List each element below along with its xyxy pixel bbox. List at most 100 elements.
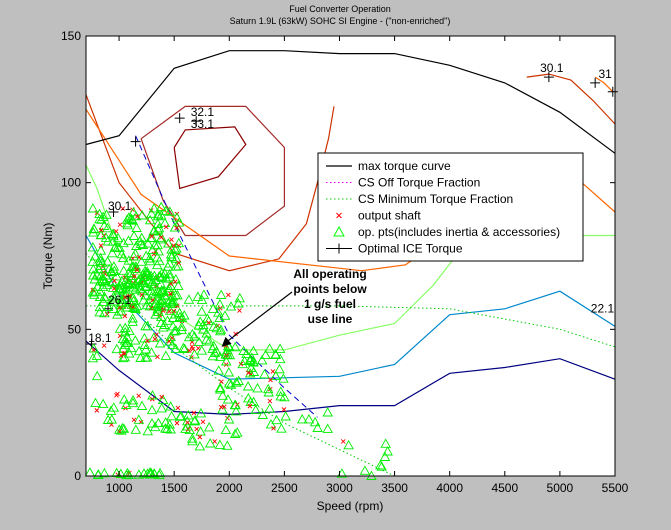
operating-point-marker <box>150 309 161 319</box>
operating-point-marker <box>136 256 147 266</box>
operating-point-marker <box>260 349 271 360</box>
operating-point-marker <box>141 299 153 310</box>
operating-point-marker <box>149 421 161 432</box>
operating-point-marker <box>133 345 145 356</box>
operating-point-marker <box>133 414 145 424</box>
operating-point-marker <box>123 212 135 222</box>
operating-point-marker <box>204 438 216 448</box>
operating-point-marker <box>379 451 391 461</box>
y-tick-label: 150 <box>61 29 81 43</box>
operating-point-marker <box>144 253 155 263</box>
output-shaft-marker <box>122 294 128 300</box>
operating-point-marker <box>99 467 110 478</box>
operating-point-marker <box>94 208 105 219</box>
operating-point-marker <box>280 411 291 421</box>
operating-point-marker <box>94 286 106 296</box>
operating-point-marker <box>102 301 114 311</box>
output-shaft-marker <box>267 398 273 404</box>
operating-point-marker <box>102 222 113 233</box>
operating-point-marker <box>221 346 232 357</box>
annotation-line: points below <box>293 282 367 296</box>
operating-point-marker <box>211 346 222 356</box>
operating-point-marker <box>168 295 179 306</box>
output-shaft-marker <box>120 206 126 211</box>
operating-point-marker <box>106 266 118 277</box>
operating-point-marker <box>271 414 282 425</box>
operating-point-marker <box>139 269 151 280</box>
output-shaft-marker <box>189 344 195 349</box>
operating-point-marker <box>156 286 167 297</box>
operating-point-marker <box>89 286 101 296</box>
operating-point-marker <box>121 469 132 480</box>
legend-box <box>317 152 584 262</box>
operating-point-marker <box>160 273 172 283</box>
output-shaft-marker <box>127 293 132 299</box>
operating-point-marker <box>243 392 254 403</box>
operating-point-marker <box>147 244 158 255</box>
y-tick-label: 0 <box>74 469 81 483</box>
output-shaft-marker <box>145 338 150 344</box>
output-shaft-marker <box>200 419 206 425</box>
operating-point-marker <box>136 400 148 410</box>
output-shaft-marker <box>98 243 104 248</box>
operating-point-marker <box>380 438 391 448</box>
operating-point-marker <box>359 465 371 475</box>
operating-point-marker <box>163 282 175 293</box>
operating-point-marker <box>107 282 119 292</box>
operating-point-marker <box>276 423 287 433</box>
operating-point-marker <box>146 404 158 415</box>
output-shaft-marker <box>91 347 97 353</box>
operating-point-marker <box>223 367 235 377</box>
x-tick-label: 3000 <box>326 481 353 495</box>
operating-point-marker <box>140 289 151 300</box>
operating-point-marker <box>108 230 119 241</box>
annotation-line: use line <box>308 312 353 326</box>
operating-point-marker <box>99 307 110 318</box>
operating-point-marker <box>229 341 241 352</box>
max-torque-curve <box>85 50 616 154</box>
operating-point-marker <box>221 356 232 366</box>
output-shaft-marker <box>226 292 231 298</box>
operating-point-marker <box>128 275 139 286</box>
operating-point-marker <box>133 280 145 290</box>
operating-point-marker <box>119 322 131 333</box>
output-shaft-marker <box>189 355 194 360</box>
operating-point-marker <box>88 263 99 274</box>
operating-point-marker <box>127 313 138 323</box>
operating-point-marker <box>122 219 133 230</box>
operating-point-marker <box>88 223 100 233</box>
operating-point-marker <box>222 440 233 450</box>
operating-point-marker <box>201 328 212 338</box>
y-tick-label: 50 <box>68 322 82 336</box>
operating-point-marker <box>140 344 152 354</box>
operating-point-marker <box>102 256 113 266</box>
operating-point-marker <box>165 249 177 259</box>
operating-point-marker <box>118 423 130 433</box>
operating-point-marker <box>223 378 235 388</box>
operating-point-marker <box>118 394 130 404</box>
operating-point-marker <box>128 206 139 217</box>
operating-point-marker <box>107 247 118 258</box>
operating-point-marker <box>147 276 158 286</box>
operating-point-marker <box>189 331 200 341</box>
operating-point-marker <box>203 336 215 346</box>
operating-point-marker <box>169 244 181 254</box>
operating-point-marker <box>149 468 160 479</box>
operating-point-marker <box>105 405 117 415</box>
chart-title: Fuel Converter Operation <box>289 4 391 14</box>
operating-point-marker <box>88 343 99 353</box>
x-tick-label: 4000 <box>436 481 463 495</box>
operating-point-marker <box>237 358 248 369</box>
output-shaft-marker <box>281 407 287 412</box>
operating-point-marker <box>242 381 254 391</box>
output-shaft-marker <box>190 346 196 352</box>
operating-point-marker <box>124 296 135 306</box>
output-shaft-marker <box>185 420 190 425</box>
operating-point-marker <box>98 296 109 306</box>
operating-point-marker <box>343 439 354 450</box>
operating-point-marker <box>108 295 120 306</box>
output-shaft-marker <box>174 420 180 426</box>
operating-point-marker <box>139 339 150 349</box>
contour-label: 31 <box>599 67 613 81</box>
operating-point-marker <box>233 298 244 308</box>
